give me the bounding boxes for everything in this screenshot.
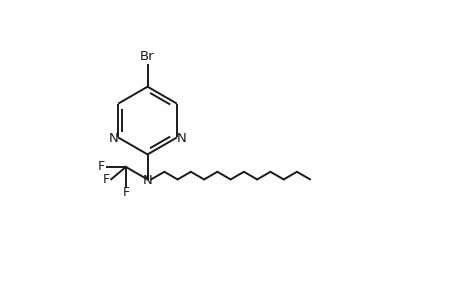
Text: Br: Br [140, 50, 155, 63]
Text: N: N [142, 174, 152, 187]
Text: F: F [103, 173, 110, 186]
Text: F: F [98, 160, 105, 173]
Text: N: N [108, 132, 118, 145]
Text: N: N [176, 132, 186, 145]
Text: F: F [122, 186, 129, 199]
